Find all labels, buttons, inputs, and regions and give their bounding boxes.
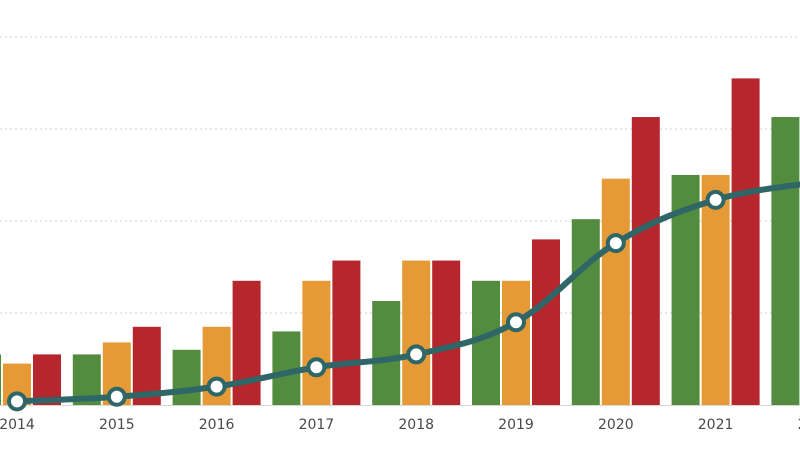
bars bbox=[0, 78, 800, 406]
bar-series-a-2019 bbox=[472, 280, 500, 405]
bar-series-a-2018 bbox=[372, 301, 401, 405]
bar-series-b-2020 bbox=[601, 178, 630, 405]
x-tick-label-2015: 2015 bbox=[99, 417, 135, 433]
bar-series-c-2017 bbox=[332, 260, 361, 405]
x-tick-label-2017: 2017 bbox=[299, 417, 335, 433]
trend-point-2014 bbox=[7, 391, 27, 412]
trend-point-2016 bbox=[206, 376, 227, 397]
x-tick-label-2018: 2018 bbox=[398, 417, 434, 433]
x-tick-label-2019: 2019 bbox=[498, 417, 534, 433]
bar-series-c-2014 bbox=[33, 354, 61, 405]
trend-point-2015 bbox=[106, 386, 127, 407]
bar-series-a-2014 bbox=[0, 354, 1, 405]
trend-line-layer bbox=[7, 181, 800, 412]
x-tick-label-2022: 2022 bbox=[798, 417, 800, 433]
bar-series-b-2021 bbox=[701, 175, 730, 405]
trend-point-2017 bbox=[306, 357, 327, 378]
bar-series-c-2021 bbox=[731, 78, 760, 406]
bar-series-a-2016 bbox=[172, 349, 201, 405]
trend-point-2018 bbox=[406, 344, 427, 365]
bar-series-b-2019 bbox=[502, 280, 530, 405]
bar-series-c-2019 bbox=[532, 239, 560, 405]
bar-series-b-2018 bbox=[402, 260, 431, 405]
x-axis: 2014 2015 2016 2017 2018 2019 2020 2021 2022 bbox=[0, 417, 800, 433]
trend-point-2019 bbox=[506, 312, 526, 333]
x-tick-label-2021: 2021 bbox=[698, 417, 734, 433]
trend-point-2020 bbox=[605, 233, 626, 254]
bar-series-a-2020 bbox=[571, 219, 600, 405]
x-tick-label-2020: 2020 bbox=[598, 417, 634, 433]
x-tick-label-2014: 2014 bbox=[0, 417, 35, 433]
trend-point-2021 bbox=[705, 189, 726, 210]
bar-series-c-2018 bbox=[432, 260, 461, 405]
bar-series-a-2022 bbox=[771, 117, 800, 405]
bar-series-c-2016 bbox=[232, 280, 261, 405]
x-tick-label-2016: 2016 bbox=[199, 417, 235, 433]
bar-series-c-2020 bbox=[631, 117, 660, 405]
bar-series-b-2017 bbox=[302, 280, 331, 405]
